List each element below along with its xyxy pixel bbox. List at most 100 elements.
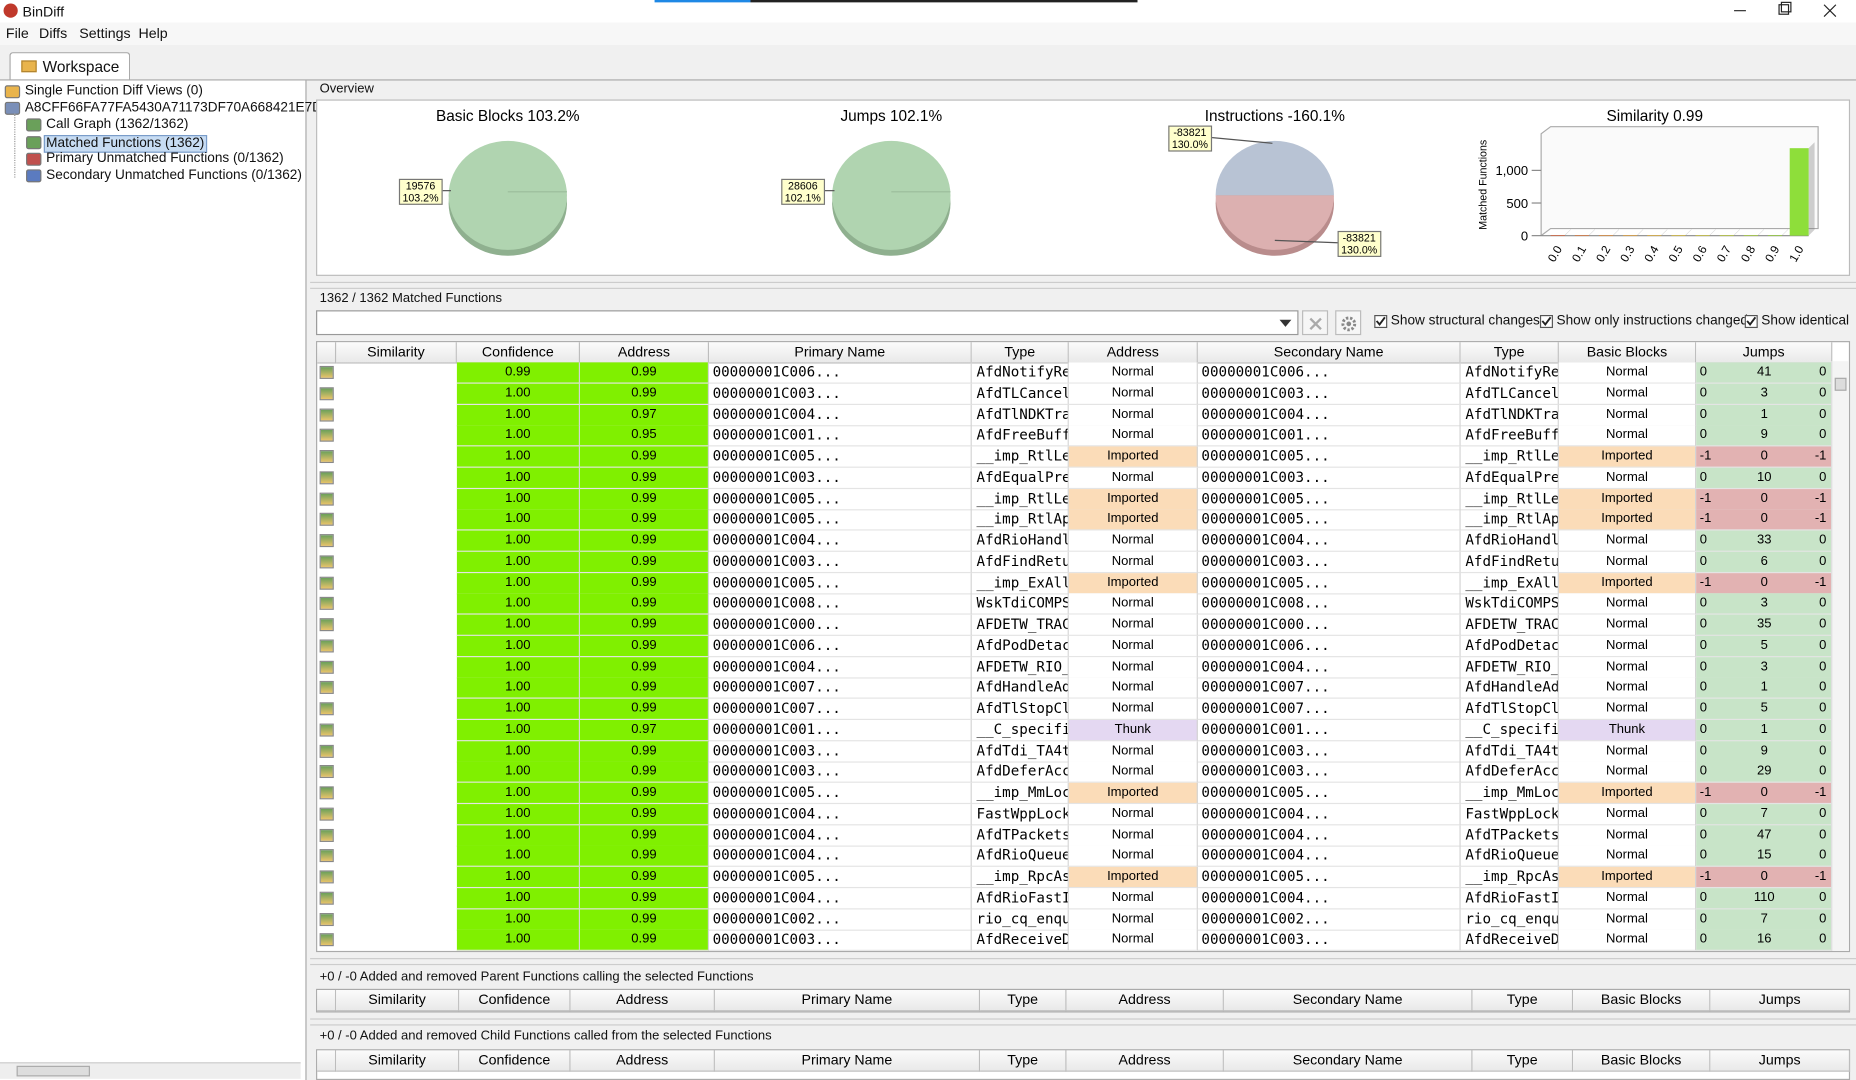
- function-name: AFDETW_TRACERECVDATAGRAM: [971, 614, 1069, 636]
- column-header[interactable]: Confidence: [459, 989, 571, 1012]
- column-header[interactable]: Confidence: [456, 342, 580, 364]
- column-header[interactable]: Type: [1460, 342, 1559, 364]
- tree-item[interactable]: Secondary Unmatched Functions (0/1362): [46, 168, 302, 183]
- column-header[interactable]: Jumps: [1710, 1050, 1851, 1072]
- column-header[interactable]: Type: [980, 989, 1067, 1012]
- table-row[interactable]: 1.000.9900000001C004...AfdRioQueueSendCo…: [317, 845, 1834, 868]
- menu-item[interactable]: File: [5, 24, 29, 42]
- checkbox[interactable]: [1539, 314, 1553, 329]
- column-header[interactable]: Address: [1068, 342, 1198, 364]
- function-name: rio_cq_enque: [1460, 908, 1559, 931]
- column-header[interactable]: Type: [971, 342, 1069, 364]
- column-header[interactable]: Address: [1066, 1050, 1224, 1072]
- type: Imported: [1558, 488, 1697, 510]
- h-scrollbar[interactable]: [0, 1062, 301, 1079]
- table-row[interactable]: 1.000.9900000001C004...AFDETW_RIO_TRACE_…: [317, 656, 1834, 678]
- clear-button[interactable]: [1302, 310, 1329, 336]
- tree-item[interactable]: Primary Unmatched Functions (0/1362): [46, 151, 284, 166]
- column-header[interactable]: Similarity: [336, 989, 460, 1012]
- table-row[interactable]: 1.000.9900000001C005...__imp_MmLockPagab…: [317, 782, 1834, 805]
- column-header[interactable]: Similarity: [336, 1050, 460, 1072]
- column-header[interactable]: Type: [980, 1050, 1067, 1072]
- table-row[interactable]: 1.000.9900000001C003...AfdFindReturnedCo…: [317, 551, 1834, 573]
- table-row[interactable]: 0.990.9900000001C006...AfdNotifyRemoveIo…: [317, 362, 1834, 384]
- column-header[interactable]: Secondary Name: [1223, 1050, 1473, 1072]
- column-header[interactable]: Address: [570, 1050, 715, 1072]
- table-row[interactable]: 1.000.9900000001C003...AfdReceiveDatagra…: [317, 929, 1834, 951]
- table-row[interactable]: 1.000.9900000001C007...AfdHandleAddressC…: [317, 677, 1834, 699]
- checkbox[interactable]: [1374, 314, 1388, 329]
- settings-button[interactable]: [1335, 310, 1362, 336]
- table-row[interactable]: 1.000.9900000001C004...AfdRioFastIoNorma…: [317, 887, 1834, 910]
- table-row[interactable]: 1.000.9900000001C004...AfdTPacketsSendNo…: [317, 824, 1834, 847]
- diff-value: 0: [1819, 659, 1827, 674]
- filter-input[interactable]: [316, 310, 1299, 336]
- checkbox-label[interactable]: Show identical: [1761, 313, 1850, 329]
- table-row[interactable]: 1.000.9900000001C005...__imp_RtlAppendUn…: [317, 509, 1834, 531]
- table-row[interactable]: 1.000.9900000001C006...AfdPodDetachThrea…: [317, 635, 1834, 657]
- column-header[interactable]: Type: [1472, 989, 1574, 1012]
- confidence: 0.99: [579, 635, 710, 657]
- tab[interactable]: Workspace: [9, 52, 131, 81]
- tree-item[interactable]: A8CFF66FA77FA5430A71173DF70A668421E7DE: [24, 100, 332, 115]
- table-row[interactable]: 1.000.9900000001C000...AFDETW_TRACERECVD…: [317, 614, 1834, 636]
- scroll-thumb[interactable]: [16, 1065, 90, 1077]
- row-icon: [319, 597, 334, 611]
- splitter[interactable]: [310, 1018, 1856, 1026]
- table-row[interactable]: 1.000.9900000001C005...__imp_ExAllocateF…: [317, 572, 1834, 594]
- column-header[interactable]: Type: [1472, 1050, 1574, 1072]
- scroll-thumb[interactable]: [1834, 377, 1847, 391]
- v-scrollbar[interactable]: [1831, 361, 1849, 951]
- tree-item[interactable]: Single Function Diff Views (0): [24, 84, 203, 99]
- address: 00000001C003...: [1197, 929, 1461, 951]
- column-header[interactable]: Secondary Name: [1223, 989, 1473, 1012]
- y-tick-label: 500: [1506, 196, 1528, 211]
- column-header[interactable]: Similarity: [336, 342, 457, 364]
- confidence: 0.99: [579, 362, 710, 384]
- checkbox[interactable]: [1744, 314, 1758, 329]
- column-header[interactable]: Secondary Name: [1197, 342, 1461, 364]
- column-header[interactable]: Primary Name: [709, 342, 972, 364]
- table-row[interactable]: 1.000.9900000001C005...__imp_RtlLengthSe…: [317, 446, 1834, 468]
- table-row[interactable]: 1.000.9900000001C003...AfdTLCancelResume…: [317, 383, 1834, 405]
- checkbox-label[interactable]: Show only instructions changed: [1556, 313, 1748, 329]
- splitter[interactable]: [310, 281, 1856, 289]
- tree-item[interactable]: Call Graph (1362/1362): [46, 117, 189, 132]
- y-tick-label: 0: [1521, 228, 1528, 243]
- column-header[interactable]: Basic Blocks: [1558, 342, 1697, 364]
- table-row[interactable]: 1.000.9900000001C005...__imp_RtlLengthSi…: [317, 488, 1834, 510]
- table-row[interactable]: 1.000.9900000001C004...FastWppLockCodeSe…: [317, 803, 1834, 826]
- column-header[interactable]: Primary Name: [714, 989, 981, 1012]
- bar-side: [1661, 229, 1668, 236]
- column-header[interactable]: Address: [1066, 989, 1224, 1012]
- table-row[interactable]: 1.000.9700000001C001...__C_specific_hand…: [317, 719, 1834, 742]
- column-header[interactable]: Basic Blocks: [1573, 989, 1711, 1012]
- table-row[interactable]: 1.000.9900000001C004...AfdRioHandleDgram…: [317, 530, 1834, 552]
- table-row[interactable]: 1.000.9900000001C002...rio_cq_enqueNorma…: [317, 908, 1834, 931]
- column-header[interactable]: Jumps: [1710, 989, 1851, 1012]
- column-header[interactable]: Confidence: [459, 1050, 571, 1072]
- menu-item[interactable]: Settings: [79, 24, 131, 42]
- function-name: FastWppLockCodeSection: [971, 803, 1069, 826]
- table-row[interactable]: 1.000.9900000001C003...AfdEqualPrefixBit…: [317, 467, 1834, 489]
- menu-item[interactable]: Diffs: [39, 24, 68, 42]
- window-controls[interactable]: [1716, 0, 1856, 22]
- table-row[interactable]: 1.000.9900000001C005...__imp_RpcAsyncCom…: [317, 866, 1834, 889]
- table-row[interactable]: 1.000.9500000001C001...AfdFreeBufferNorm…: [317, 425, 1834, 447]
- splitter[interactable]: [310, 958, 1856, 966]
- tree-item[interactable]: Matched Functions (1362): [43, 134, 207, 153]
- table-row[interactable]: 1.000.9700000001C004...AfdTlNDKTransport…: [317, 404, 1834, 426]
- table-row[interactable]: 1.000.9900000001C003...AfdDeferAcceptNor…: [317, 761, 1834, 784]
- column-header[interactable]: Address: [579, 342, 710, 364]
- table-row[interactable]: 1.000.9900000001C008...WskTdiCOMPSendNor…: [317, 593, 1834, 615]
- menu-item[interactable]: Help: [138, 24, 168, 42]
- column-header[interactable]: Primary Name: [714, 1050, 981, 1072]
- column-header[interactable]: Basic Blocks: [1573, 1050, 1711, 1072]
- column-header[interactable]: Jumps: [1696, 342, 1833, 364]
- table-row[interactable]: 1.000.9900000001C007...AfdTlStopClientMo…: [317, 698, 1834, 720]
- tree-lines: [14, 113, 16, 178]
- confidence: 0.99: [579, 383, 710, 405]
- column-header[interactable]: Address: [570, 989, 715, 1012]
- table-row[interactable]: 1.000.9900000001C003...AfdTdi_TA4toTA6_I…: [317, 740, 1834, 763]
- checkbox-label[interactable]: Show structural changes: [1390, 313, 1540, 329]
